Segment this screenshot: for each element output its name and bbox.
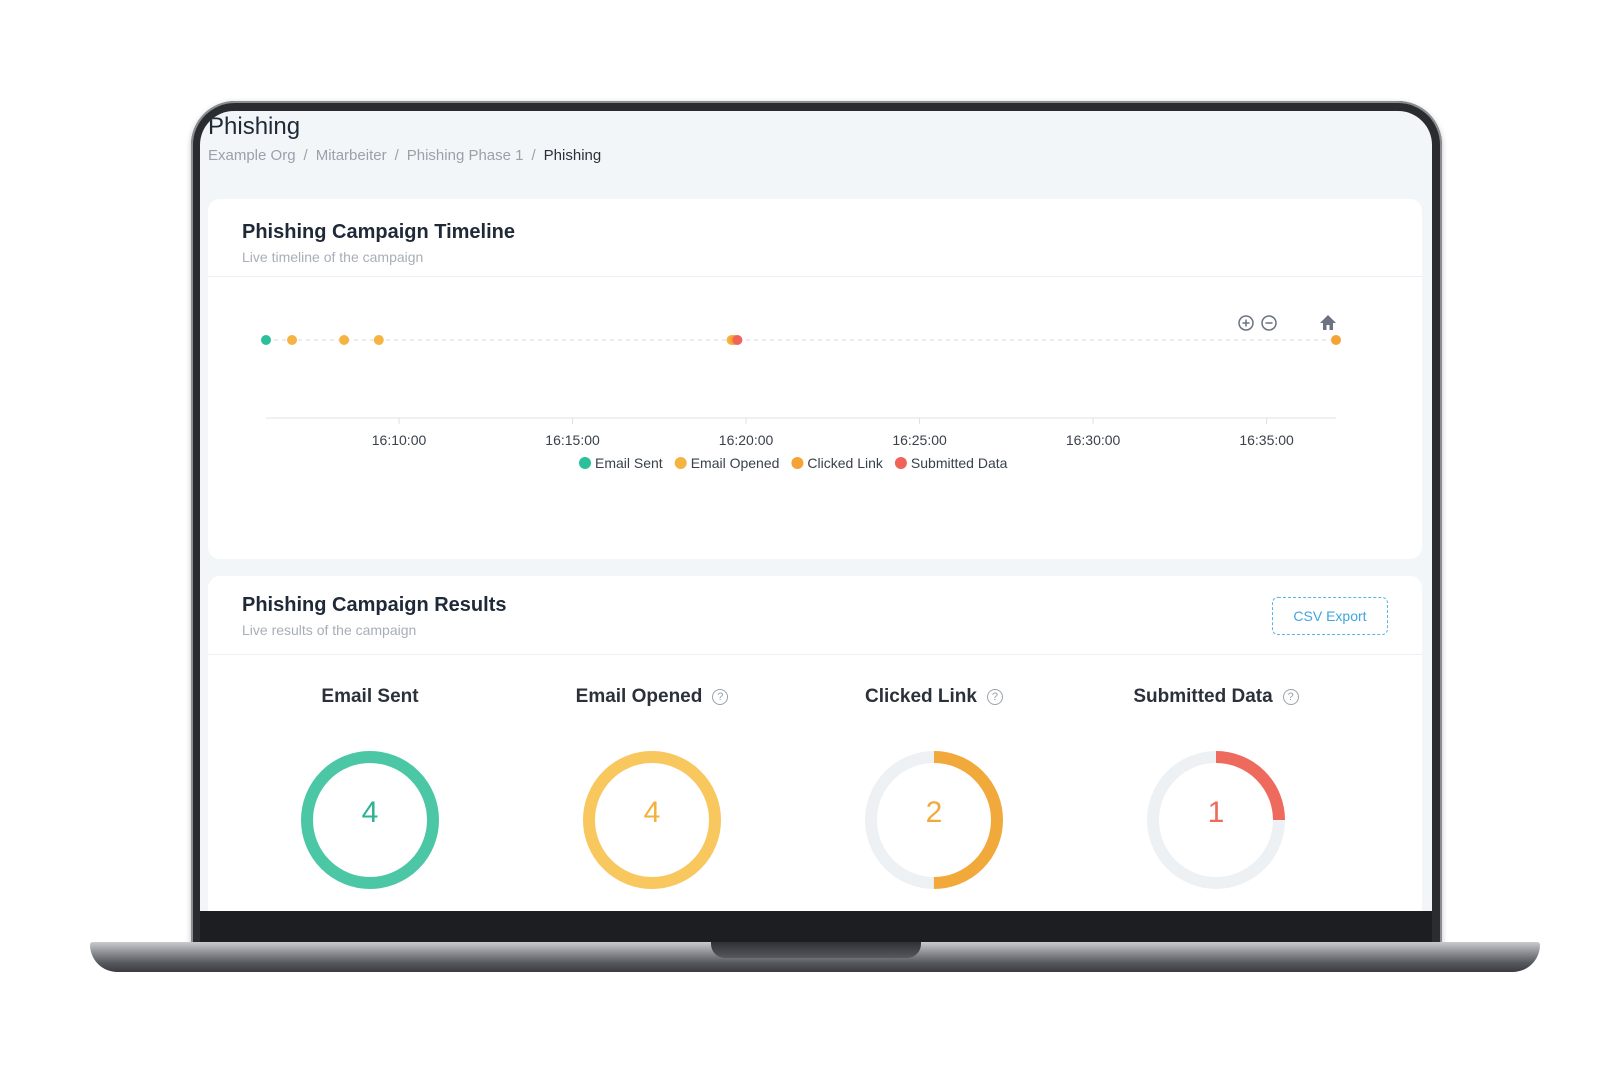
ring-fill <box>1147 751 1285 889</box>
results-card: Phishing Campaign Results Live results o… <box>208 576 1422 911</box>
legend-marker <box>579 457 591 469</box>
metric-title: Clicked Link? <box>788 686 1080 708</box>
event-point[interactable] <box>1331 335 1341 345</box>
legend-label: Email Sent <box>595 455 663 471</box>
breadcrumb-separator: / <box>531 147 536 164</box>
event-point[interactable] <box>339 335 350 345</box>
event-point[interactable] <box>261 335 271 345</box>
breadcrumb-item-current: Phishing <box>543 147 602 164</box>
event-point[interactable] <box>732 335 743 345</box>
screen-bezel <box>200 911 1432 943</box>
metric-label: Submitted Data <box>1133 686 1273 707</box>
event-point[interactable] <box>373 335 384 345</box>
metric-label: Email Opened <box>575 686 703 707</box>
legend-item[interactable]: Email Sent <box>579 455 663 471</box>
breadcrumb-item-group[interactable]: Mitarbeiter <box>315 147 387 164</box>
x-tick-label: 16:10:00 <box>372 432 427 448</box>
legend-item[interactable]: Submitted Data <box>894 455 1008 471</box>
x-tick-label: 16:25:00 <box>892 432 947 448</box>
metric-clicked-link: Clicked Link? 2 <box>788 686 1080 889</box>
legend-marker <box>674 457 687 469</box>
csv-export-button[interactable]: CSV Export <box>1272 597 1388 635</box>
progress-ring <box>301 751 439 889</box>
ring-fill <box>301 751 439 889</box>
x-tick-label: 16:20:00 <box>719 432 774 448</box>
x-tick-label: 16:30:00 <box>1066 432 1121 448</box>
metric-title: Email Sent <box>224 686 516 708</box>
metric-submitted-data: Submitted Data? 1 <box>1070 686 1362 889</box>
metric-title: Submitted Data? <box>1070 686 1362 708</box>
help-icon[interactable]: ? <box>1282 689 1299 705</box>
metric-value: 2 <box>925 796 943 829</box>
metric-value: 4 <box>361 796 379 829</box>
laptop-notch <box>711 942 921 958</box>
metric-email-opened: Email Opened? 4 <box>506 686 798 889</box>
results-title: Phishing Campaign Results <box>242 594 507 616</box>
metric-label: Email Sent <box>321 686 419 707</box>
timeline-chart: 16:10:00 16:15:00 16:20:00 16:25:00 16:30:00… <box>261 315 1341 471</box>
metric-email-sent: Email Sent 4 <box>224 686 516 889</box>
legend-label: Email Opened <box>691 455 780 471</box>
legend-item[interactable]: Clicked Link <box>791 455 884 471</box>
help-icon[interactable]: ? <box>712 689 729 705</box>
results-subtitle: Live results of the campaign <box>242 622 417 638</box>
breadcrumb-separator: / <box>394 147 399 164</box>
help-icon[interactable]: ? <box>986 689 1003 705</box>
legend-item[interactable]: Email Opened <box>674 455 780 471</box>
metric-label: Clicked Link <box>865 686 977 707</box>
breadcrumb: Example Org / Mitarbeiter / Phishing Pha… <box>208 147 601 164</box>
timeline-card: Phishing Campaign Timeline Live timeline… <box>208 199 1422 559</box>
progress-ring <box>865 751 1003 889</box>
results-divider <box>208 654 1422 655</box>
x-tick-label: 16:35:00 <box>1239 432 1294 448</box>
breadcrumb-separator: / <box>303 147 308 164</box>
event-point[interactable] <box>287 335 298 345</box>
x-tick-label: 16:15:00 <box>545 432 600 448</box>
zoom-in-icon[interactable] <box>1238 315 1254 331</box>
page-title: Phishing <box>208 113 301 140</box>
legend-label: Submitted Data <box>911 455 1008 471</box>
legend-label: Clicked Link <box>807 455 883 471</box>
breadcrumb-item-phase[interactable]: Phishing Phase 1 <box>406 147 524 164</box>
progress-ring <box>583 751 721 889</box>
breadcrumb-item-org[interactable]: Example Org <box>208 147 296 164</box>
zoom-out-icon[interactable] <box>1261 315 1277 331</box>
legend-marker <box>894 457 907 469</box>
metric-value: 1 <box>1207 796 1225 829</box>
timeline-title: Phishing Campaign Timeline <box>242 221 516 243</box>
progress-ring <box>1147 751 1285 889</box>
legend-marker <box>791 457 804 469</box>
metric-title: Email Opened? <box>506 686 798 708</box>
timeline-subtitle: Live timeline of the campaign <box>242 249 424 265</box>
home-icon[interactable] <box>1320 315 1336 330</box>
chart-legend: Email Sent Email Opened Clicked Link Submit… <box>579 455 1008 471</box>
metric-value: 4 <box>643 796 661 829</box>
ring-fill <box>865 751 1003 889</box>
app-screen: Phishing Example Org / Mitarbeiter / Phi… <box>200 111 1432 911</box>
timeline-divider <box>208 276 1422 277</box>
ring-fill <box>583 751 721 889</box>
